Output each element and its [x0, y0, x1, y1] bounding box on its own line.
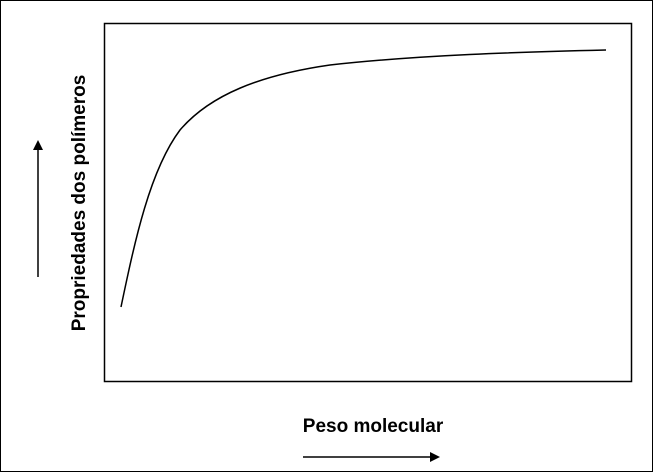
plot-frame: [103, 22, 633, 383]
y-axis-label: Propriedades dos polímeros: [69, 75, 90, 332]
curve: [120, 49, 607, 308]
x-axis-label: Peso molecular: [303, 416, 444, 437]
